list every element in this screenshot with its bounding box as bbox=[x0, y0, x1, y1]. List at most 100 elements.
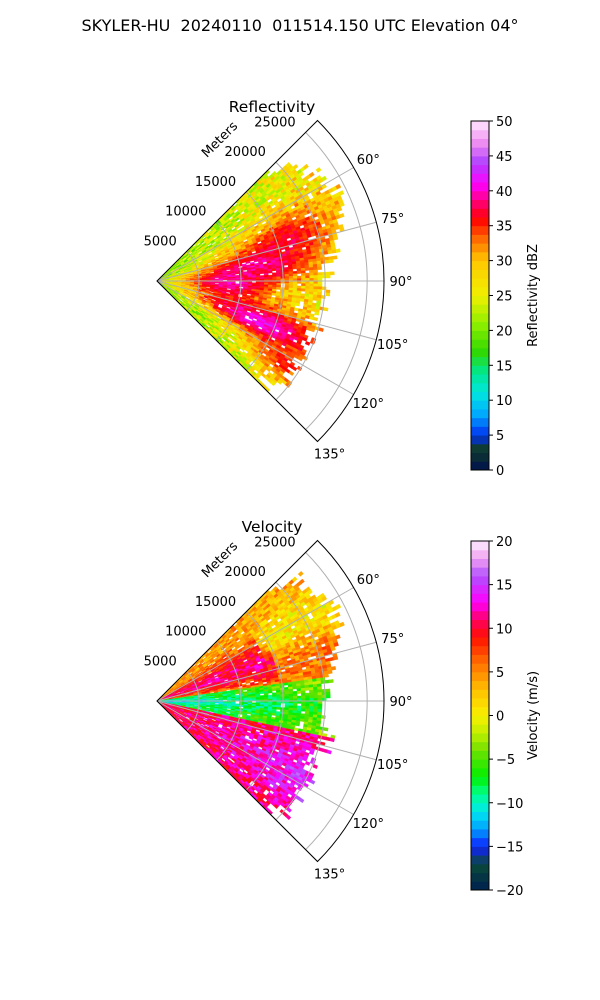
colorbar-tick-label: 35 bbox=[496, 220, 513, 235]
radar-gate bbox=[301, 275, 306, 279]
radar-gate bbox=[312, 263, 318, 268]
colorbar-segment bbox=[471, 269, 489, 279]
radar-gate bbox=[301, 285, 306, 290]
colorbar-segment bbox=[471, 208, 489, 218]
radar-gate bbox=[276, 287, 281, 290]
radar-gate bbox=[317, 274, 323, 279]
radar-gate bbox=[308, 316, 315, 321]
radar-gate bbox=[339, 212, 345, 219]
colorbar-segment bbox=[471, 225, 489, 235]
radar-gate bbox=[328, 259, 334, 264]
azimuth-tick-label: 75° bbox=[381, 212, 404, 227]
radar-gate bbox=[309, 275, 315, 279]
radar-gate bbox=[321, 175, 328, 182]
radar-gate bbox=[271, 268, 277, 272]
colorbar-tick-label: 50 bbox=[496, 115, 513, 130]
radar-gate bbox=[309, 269, 314, 274]
colorbar-segment bbox=[471, 304, 489, 314]
colorbar-tick-label: 0 bbox=[496, 464, 504, 479]
radar-gate bbox=[335, 183, 342, 190]
radar-gate bbox=[300, 288, 306, 292]
radar-gate bbox=[267, 270, 273, 274]
radar-gate bbox=[288, 271, 294, 275]
colorbar-segment bbox=[471, 365, 489, 375]
radar-gate bbox=[294, 307, 300, 312]
radar-gate bbox=[271, 292, 277, 296]
radar-gate bbox=[332, 235, 339, 241]
colorbar-segment bbox=[471, 234, 489, 244]
radar-gate bbox=[292, 275, 298, 279]
radar-gate bbox=[335, 248, 341, 253]
radar-gate bbox=[313, 283, 319, 287]
radar-gate bbox=[284, 276, 290, 280]
radar-gate bbox=[312, 297, 318, 301]
radar-gate bbox=[325, 271, 331, 276]
radar-gate bbox=[268, 274, 273, 278]
radar-gate bbox=[288, 275, 294, 279]
radial-tick-label: 10000 bbox=[165, 205, 206, 220]
radar-gate bbox=[318, 327, 324, 332]
azimuth-tick-label: 135° bbox=[314, 448, 345, 463]
radar-gate bbox=[301, 283, 306, 287]
radar-gate bbox=[324, 259, 330, 264]
radar-gate bbox=[323, 307, 329, 312]
colorbar-segment bbox=[471, 400, 489, 410]
radar-gate bbox=[259, 277, 265, 280]
colorbar-segment bbox=[471, 251, 489, 262]
colorbar-segment bbox=[471, 199, 489, 209]
colorbar-tick-label: 20 bbox=[496, 324, 513, 339]
colorbar-segment bbox=[471, 121, 489, 131]
radar-gate bbox=[272, 276, 277, 280]
radar-gate bbox=[284, 273, 290, 277]
radar-gate bbox=[284, 271, 290, 275]
radar-gate bbox=[305, 272, 310, 277]
colorbar-tick-label: 15 bbox=[496, 359, 513, 374]
radar-gate bbox=[276, 276, 282, 280]
radar-gate bbox=[251, 277, 257, 280]
radar-gate bbox=[259, 282, 265, 285]
radar-gate bbox=[288, 283, 294, 287]
radar-gate bbox=[305, 283, 310, 287]
radar-gate bbox=[263, 276, 269, 280]
colorbar-segment bbox=[471, 155, 489, 166]
radar-gate bbox=[317, 289, 323, 293]
radar-gate bbox=[226, 290, 231, 293]
radar-gate bbox=[284, 282, 290, 286]
colorbar-tick-label: 40 bbox=[496, 185, 513, 200]
radial-tick-label: 25000 bbox=[254, 115, 295, 130]
radar-gate bbox=[313, 286, 319, 290]
radial-tick-label: 5000 bbox=[144, 234, 177, 249]
radar-gate bbox=[301, 272, 306, 277]
radar-gate bbox=[313, 275, 319, 279]
radar-gate bbox=[276, 274, 281, 278]
radar-gate bbox=[305, 285, 310, 290]
colorbar-segment bbox=[471, 147, 489, 157]
radar-gate bbox=[296, 275, 302, 279]
radar-gate bbox=[259, 271, 265, 275]
radar-gate bbox=[303, 163, 309, 170]
radar-gate bbox=[339, 201, 345, 208]
radar-gate bbox=[325, 289, 331, 294]
colorbar-segment bbox=[471, 408, 489, 419]
colorbar-tick-label: 25 bbox=[496, 290, 513, 305]
radar-gate bbox=[297, 570, 304, 577]
radar-gate bbox=[296, 270, 302, 274]
colorbar-segment bbox=[471, 190, 489, 201]
colorbar-segment bbox=[471, 321, 489, 331]
figure-title: SKYLER-HU 20240110 011514.150 UTC Elevat… bbox=[81, 16, 519, 35]
radar-gate bbox=[213, 674, 219, 679]
radar-gate bbox=[338, 190, 345, 196]
radar-gate bbox=[214, 281, 220, 284]
radar-gate bbox=[309, 288, 314, 293]
radar-gate bbox=[317, 266, 322, 271]
azimuth-tick-label: 120° bbox=[353, 397, 384, 412]
radar-gate bbox=[312, 316, 319, 322]
panel-velocity: 60°75°90°105°120°135°5000100001500020000… bbox=[144, 518, 541, 899]
colorbar-segment bbox=[471, 216, 489, 227]
radar-gate bbox=[226, 286, 232, 290]
radar-gate bbox=[317, 272, 323, 276]
azimuth-tick-label: 60° bbox=[357, 153, 380, 168]
radar-gate bbox=[308, 171, 315, 178]
colorbar-segment bbox=[471, 426, 489, 436]
panel-title: Reflectivity bbox=[229, 98, 316, 116]
